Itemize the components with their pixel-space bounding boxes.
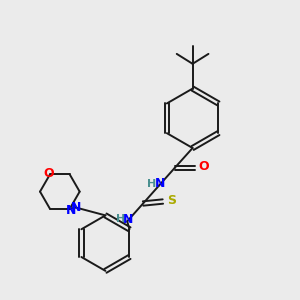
Text: N: N (123, 213, 134, 226)
Text: O: O (44, 167, 54, 180)
Text: N: N (70, 201, 81, 214)
Text: S: S (167, 194, 176, 207)
Text: N: N (155, 177, 165, 190)
Text: H: H (116, 214, 125, 224)
Text: H: H (147, 179, 157, 189)
Text: N: N (66, 204, 76, 217)
Text: O: O (199, 160, 209, 173)
